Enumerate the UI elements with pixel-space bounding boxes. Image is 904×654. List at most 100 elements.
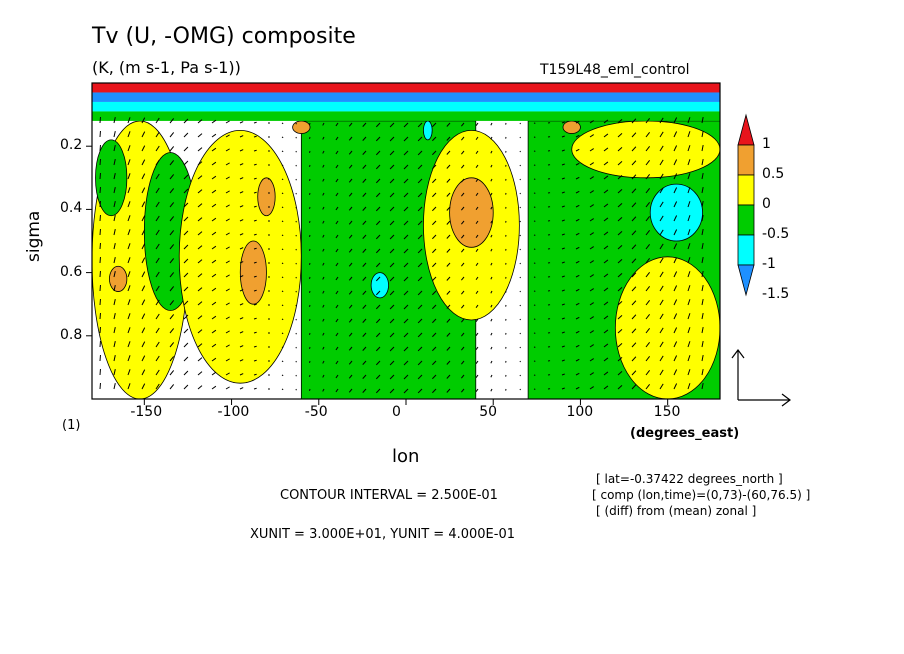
wind-vector [575,162,580,166]
wind-vector [169,384,175,390]
wind-vector [281,150,284,153]
wind-vector [687,355,691,362]
wind-vector [432,122,437,128]
wind-vector [403,276,409,282]
wind-vector [645,159,651,166]
wind-vector [701,200,704,208]
wind-vector [348,164,353,169]
wind-vector [460,178,465,183]
wind-vector [561,163,565,166]
wind-vector [197,119,203,124]
wind-vector [322,332,325,336]
wind-vector [603,357,609,362]
wind-vector [687,313,691,320]
wind-vector [589,316,594,320]
wind-vector [687,243,691,250]
wind-vector [403,290,409,296]
wind-vector [183,244,189,250]
wind-vector [197,287,203,292]
wind-vector [460,192,465,197]
index-label: (1) [62,418,81,433]
wind-vector [673,341,678,348]
x-axis-unit-label: (degrees_east) [630,426,740,441]
wind-vector [322,164,325,168]
wind-vector [183,118,189,124]
wind-vector [183,328,189,334]
wind-vector [253,331,257,334]
wind-vector [575,288,580,292]
wind-vector [687,341,691,348]
wind-vector [617,258,623,264]
wind-vector [575,218,580,222]
wind-vector [155,271,160,278]
upper-band-3 [92,111,720,121]
region-9 [239,240,267,305]
wind-vector [701,158,704,166]
wind-vector [687,187,691,194]
wind-vector [322,192,325,196]
upper-band-0 [92,83,720,93]
wind-vector [322,304,325,308]
wind-vector [617,188,623,194]
wind-vector [155,187,160,194]
wind-vector [432,220,437,226]
colorbar-swatch-4 [737,234,755,266]
wind-vector [113,327,116,334]
wind-vector [362,290,367,295]
wind-vector [362,136,367,141]
wind-vector [183,272,189,278]
wind-vector [322,178,325,182]
wind-vector [335,332,339,337]
wind-vector [475,248,479,253]
wind-vector [348,150,353,155]
wind-vector [561,261,565,264]
wind-vector [253,121,257,124]
wind-vector [589,302,594,306]
wind-vector [322,262,325,266]
wind-vector [141,215,146,222]
wind-vector [687,159,691,166]
wind-vector [490,332,493,336]
wind-vector [375,388,381,394]
wind-vector [603,385,609,390]
colorbar-label: -1.5 [762,286,790,302]
wind-vector [375,276,381,282]
wind-vector [432,178,437,184]
wind-vector [281,122,284,125]
wind-vector [113,355,116,362]
wind-vector [127,173,131,180]
wind-vector [432,262,437,268]
wind-vector [475,164,479,169]
wind-vector [389,206,395,212]
wind-vector [603,315,609,320]
wind-vector [239,121,244,124]
wind-vector [603,119,609,124]
wind-vector [673,201,678,208]
wind-vector [631,328,637,334]
wind-vector [253,345,257,348]
wind-vector [225,330,230,334]
wind-vector [348,136,353,141]
wind-vector [701,368,704,376]
wind-vector [687,327,691,334]
wind-vector [155,327,160,334]
wind-vector [183,314,189,320]
wind-vector [253,373,257,376]
wind-vector [432,206,437,212]
wind-vector [645,383,651,390]
wind-vector [603,161,609,166]
wind-vector [645,271,651,278]
wind-vector [127,257,131,264]
x-tick-label: -100 [217,404,250,420]
wind-vector [403,136,409,142]
wind-vector [617,244,623,250]
wind-vector [141,257,146,264]
wind-vector [432,136,437,142]
wind-vector [197,273,203,278]
wind-vector [362,206,367,211]
wind-vector [701,172,704,180]
wind-vector [645,285,651,292]
wind-vector [659,145,664,152]
wind-vector [701,284,704,292]
wind-vector [348,346,353,351]
